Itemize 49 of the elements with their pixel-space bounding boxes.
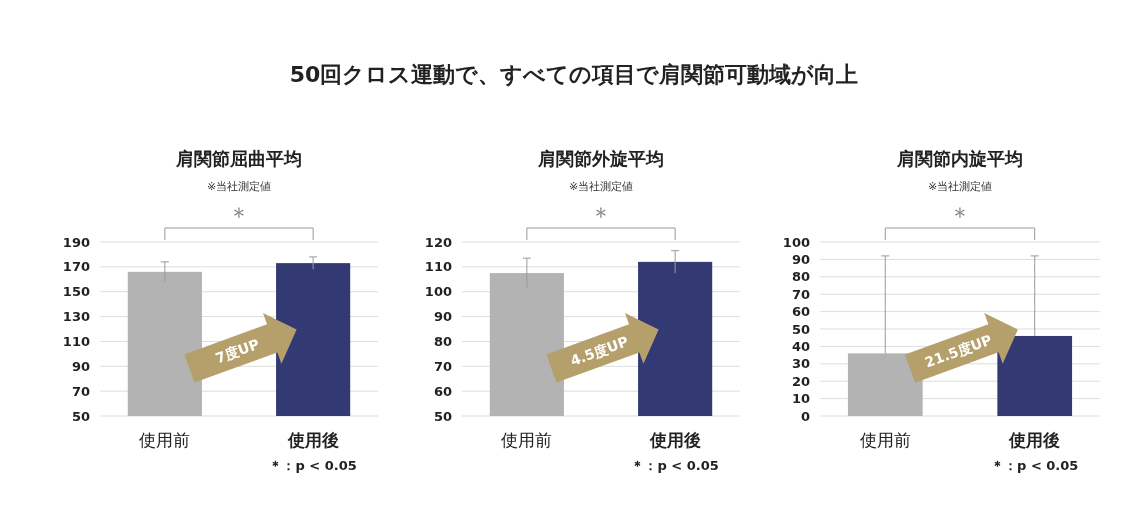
y-tick-label: 30 xyxy=(791,356,810,372)
y-tick-label: 10 xyxy=(791,391,810,407)
y-tick-label: 50 xyxy=(71,408,90,424)
y-tick-label: 90 xyxy=(71,358,90,374)
x-tick-label: 使用後 xyxy=(1008,430,1061,450)
y-tick-label: 100 xyxy=(424,284,452,300)
text: ※当社測定値 xyxy=(927,180,993,193)
chart-title: 肩関節内旋平均 xyxy=(896,148,1023,169)
text: ＊ xyxy=(589,202,613,230)
y-tick-label: 0 xyxy=(800,408,810,424)
text: ＊：p < 0.05 xyxy=(991,458,1079,473)
y-tick-label: 60 xyxy=(791,304,810,320)
y-tick-label: 170 xyxy=(62,259,90,275)
y-tick-label: 110 xyxy=(424,259,452,275)
y-tick-label: 120 xyxy=(424,234,452,250)
text: ＊ xyxy=(948,202,972,230)
y-tick-label: 50 xyxy=(433,408,452,424)
annotation: 7度UP xyxy=(213,335,262,367)
x-tick-label: 使用前 xyxy=(139,430,191,450)
y-tick-label: 50 xyxy=(791,321,810,337)
text: 50回クロス運動で、すべての項目で肩関節可動域が向上 xyxy=(289,62,859,87)
y-tick-label: 110 xyxy=(62,333,90,349)
text: ＊：p < 0.05 xyxy=(269,458,357,473)
y-tick-label: 150 xyxy=(62,284,90,300)
y-tick-label: 80 xyxy=(433,333,452,349)
y-tick-label: 100 xyxy=(782,234,810,250)
y-tick-label: 80 xyxy=(791,269,810,285)
text: ※当社測定値 xyxy=(568,180,634,193)
y-tick-label: 90 xyxy=(791,251,810,267)
text: ＊ xyxy=(227,202,251,230)
x-tick-label: 使用前 xyxy=(501,430,553,450)
annotation: 4.5度UP xyxy=(568,333,631,369)
y-tick-label: 190 xyxy=(62,234,90,250)
y-tick-label: 70 xyxy=(791,286,810,302)
y-tick-label: 130 xyxy=(62,309,90,325)
x-tick-label: 使用前 xyxy=(859,430,911,450)
y-tick-label: 40 xyxy=(791,338,810,354)
y-tick-label: 70 xyxy=(71,383,90,399)
chart-title: 肩関節外旋平均 xyxy=(537,148,664,169)
text: ※当社測定値 xyxy=(206,180,272,193)
x-tick-label: 使用後 xyxy=(648,430,701,450)
y-tick-label: 20 xyxy=(791,373,810,389)
text: ＊：p < 0.05 xyxy=(631,458,719,473)
x-tick-label: 使用後 xyxy=(286,430,339,450)
y-tick-label: 60 xyxy=(433,383,452,399)
chart-title: 肩関節屈曲平均 xyxy=(175,148,302,169)
annotation: 21.5度UP xyxy=(922,331,995,371)
y-tick-label: 90 xyxy=(433,309,452,325)
y-tick-label: 70 xyxy=(433,358,452,374)
